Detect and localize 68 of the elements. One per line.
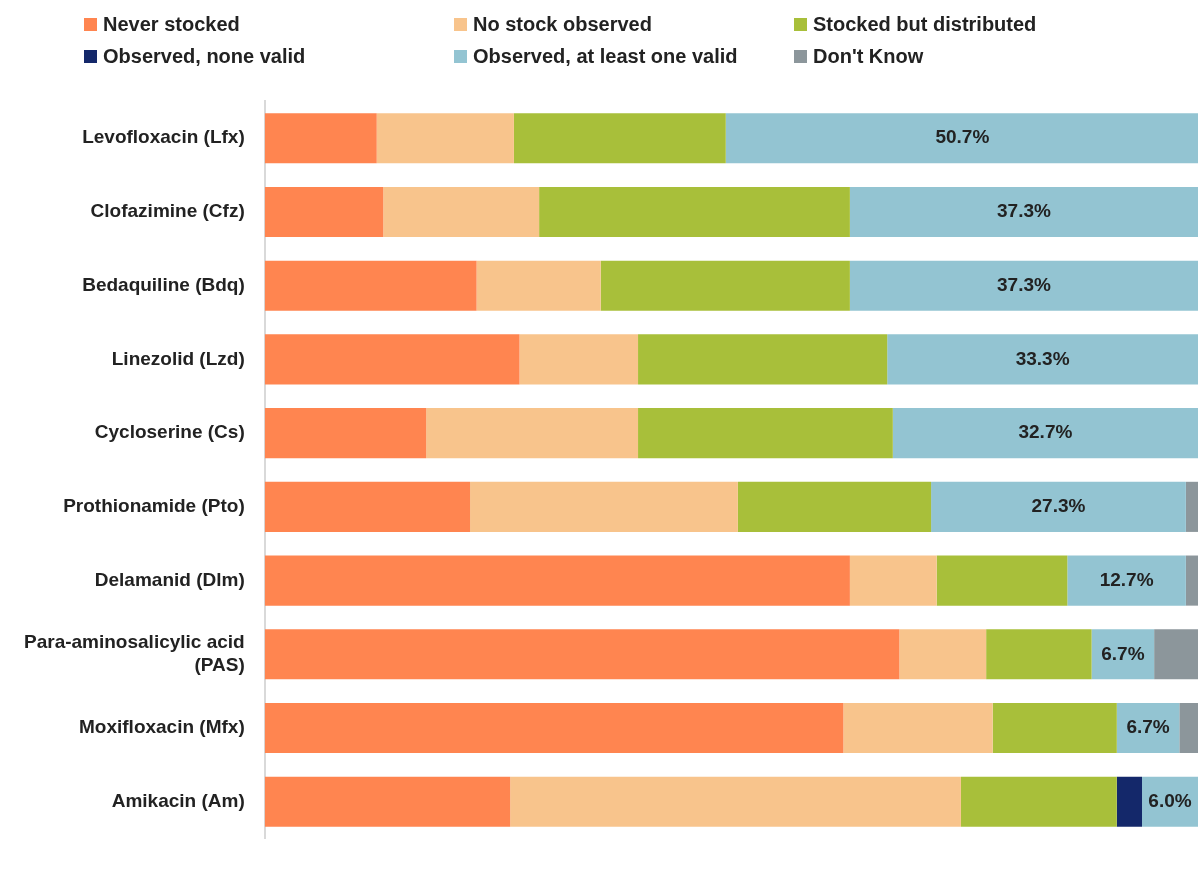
bar: [513, 113, 726, 164]
bar: [264, 629, 900, 680]
bar: [931, 481, 1186, 532]
bar: [992, 702, 1117, 754]
y-tick-label: Clofazimine (Cfz): [90, 200, 245, 222]
y-tick-label: Prothionamide (Pto): [63, 495, 245, 517]
bar: [264, 334, 520, 385]
bar: [849, 555, 937, 606]
bar: [539, 186, 850, 238]
data-label: 27.3%: [1031, 495, 1086, 517]
bar: [264, 776, 511, 827]
data-label: 50.7%: [935, 126, 990, 148]
bar: [892, 408, 1198, 459]
bar: [1185, 481, 1198, 532]
bar: [376, 113, 514, 164]
bar: [638, 334, 888, 385]
bar: [264, 186, 384, 238]
bar: [638, 408, 893, 459]
bar: [960, 776, 1117, 827]
bar: [843, 702, 993, 754]
y-tick-label: Moxifloxacin (Mfx): [78, 716, 245, 738]
bar: [1116, 776, 1142, 827]
bar: [849, 260, 1198, 311]
bar: [264, 702, 844, 754]
bar: [1185, 555, 1198, 606]
legend-label: Stocked but distributed: [813, 12, 1037, 36]
bar: [519, 334, 639, 385]
y-tick-label: Amikacin (Am): [111, 789, 245, 811]
bar: [264, 481, 471, 532]
bar: [383, 186, 540, 238]
legend-label: Never stocked: [103, 12, 240, 36]
bar: [725, 113, 1198, 164]
bar: [600, 260, 850, 311]
bar: [264, 408, 427, 459]
bar: [1067, 555, 1186, 606]
bar: [264, 555, 850, 606]
y-tick-label: Cycloserine (Cs): [94, 421, 245, 443]
bar: [264, 113, 377, 164]
data-label: 12.7%: [1099, 568, 1154, 590]
bar: [476, 260, 601, 311]
y-tick-label: Linezolid (Lzd): [111, 347, 245, 369]
y-tick-label: Levofloxacin (Lfx): [82, 126, 245, 148]
bar: [1154, 629, 1198, 680]
bar: [1179, 702, 1198, 754]
bar: [426, 408, 639, 459]
y-tick-label: Bedaquiline (Bdq): [82, 273, 245, 295]
legend-label: Don't Know: [813, 44, 924, 68]
bar: [849, 186, 1198, 238]
legend-label: Observed, none valid: [103, 44, 306, 68]
bar: [264, 260, 477, 311]
data-label: 32.7%: [1018, 421, 1073, 443]
data-label: 6.7%: [1101, 642, 1145, 664]
data-label: 33.3%: [1015, 347, 1070, 369]
bar: [887, 334, 1198, 385]
y-tick-label: Para-aminosalicylic acid (PAS): [23, 631, 245, 675]
legend-label: Observed, at least one valid: [473, 44, 738, 68]
bar: [737, 481, 932, 532]
data-label: 6.0%: [1148, 789, 1192, 811]
data-label: 6.7%: [1126, 716, 1170, 738]
y-tick-label: Delamanid (Dlm): [94, 568, 245, 590]
legend-label: No stock observed: [473, 12, 652, 36]
bar: [936, 555, 1068, 606]
bar: [510, 776, 961, 827]
bar: [470, 481, 738, 532]
data-label: 37.3%: [997, 200, 1051, 222]
data-label: 37.3%: [997, 273, 1051, 295]
bar: [986, 629, 1092, 680]
bar: [899, 629, 987, 680]
